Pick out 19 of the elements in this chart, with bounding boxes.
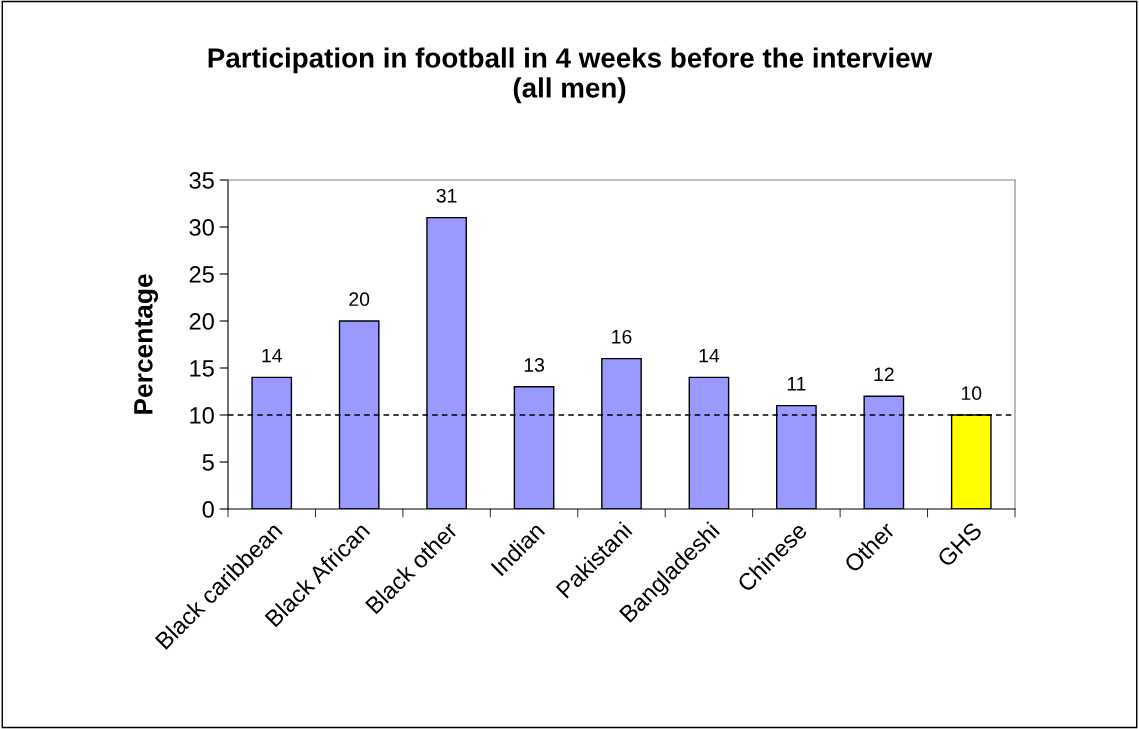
y-tick-label: 0 <box>202 501 214 518</box>
y-tick-label: 35 <box>189 172 214 189</box>
data-label: 10 <box>961 386 982 401</box>
y-tick-label: 5 <box>202 454 214 471</box>
y-tick-label: 10 <box>190 407 214 424</box>
y-tick-label: 30 <box>189 219 214 236</box>
y-axis-title: Percentage <box>134 274 158 414</box>
data-label: 16 <box>612 329 632 344</box>
y-tick-label: 20 <box>189 313 214 330</box>
chart-title: Participation in football in 4 weeks before the interview (all men) <box>208 47 933 104</box>
data-label: 14 <box>699 348 720 363</box>
y-tick-label: 15 <box>190 360 214 377</box>
data-label: 14 <box>262 348 282 363</box>
data-label: 20 <box>349 292 370 307</box>
data-label: 13 <box>524 358 545 372</box>
data-label: 31 <box>436 188 457 203</box>
y-tick-label: 25 <box>189 266 214 283</box>
data-label: 12 <box>874 367 894 382</box>
data-label: 11 <box>787 377 806 391</box>
